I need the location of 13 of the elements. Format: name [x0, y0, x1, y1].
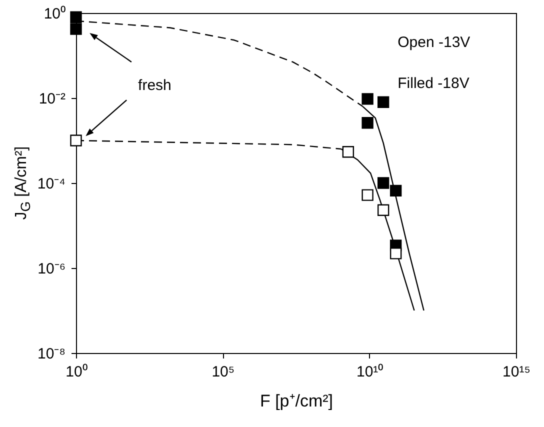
y-tick-label: 10⁰	[44, 6, 66, 22]
annotation: Filled -18V	[398, 74, 470, 92]
y-tick-label: 10⁻²	[38, 90, 66, 108]
y-tick-label: 10⁻⁶	[38, 260, 66, 278]
y-tick-label: 10⁻⁸	[37, 346, 66, 362]
y-tick-label: 10⁻⁴	[37, 176, 66, 192]
x-tick-label: 10¹⁵	[502, 364, 530, 380]
x-tick-label: 10¹⁰	[356, 364, 384, 380]
x-tick-label: 10⁵	[212, 364, 235, 380]
annotation: fresh	[138, 76, 172, 94]
annotation: Open -13V	[398, 34, 470, 51]
x-tick-label: 10⁰	[66, 364, 88, 380]
x-axis-title: F [p⁺/cm²]	[260, 392, 334, 410]
